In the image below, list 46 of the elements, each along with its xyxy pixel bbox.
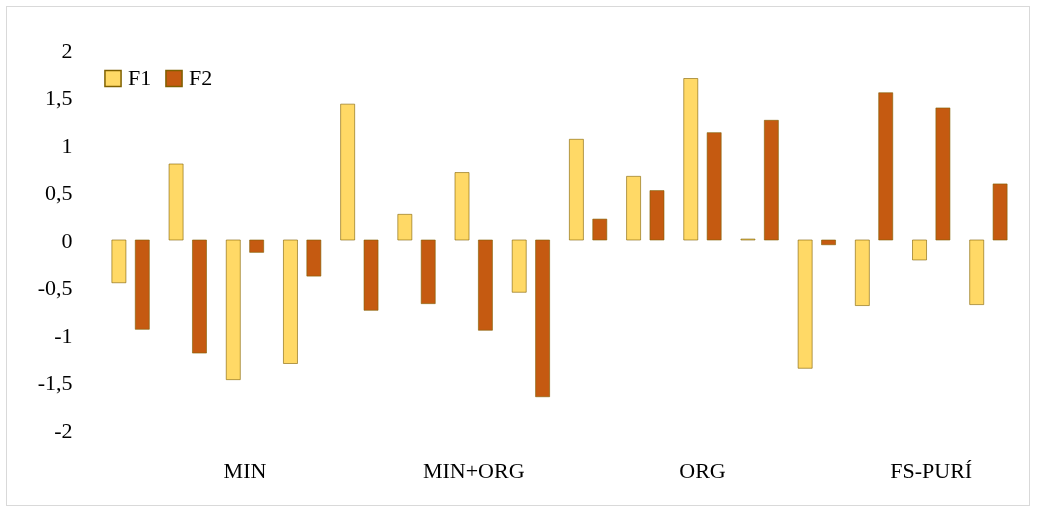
bar [855,239,870,306]
y-tick-label: 0,5 [45,180,73,205]
x-tick-label: MIN [223,457,267,483]
y-tick-label: -2 [54,417,73,443]
bar [969,239,985,305]
x-tick-label: MIN+ORG [422,457,525,483]
legend-label: F2 [189,65,213,91]
bar [878,92,894,241]
y-tick-label: 2 [61,37,73,63]
bar [111,239,127,284]
y-tick-label: 1,5 [45,85,73,110]
bar [764,120,779,241]
y-tick-label: 0 [61,227,73,253]
bar [249,239,264,253]
bar [306,239,322,277]
bar [283,239,298,364]
bar [706,132,722,241]
y-tick-label: -0,5 [37,275,73,300]
legend-label: F1 [128,65,152,91]
bar [821,239,836,246]
bar [569,139,584,241]
x-tick-label: FS-PURÍ [890,457,973,483]
bar [683,78,699,241]
y-tick-label: -1 [54,322,73,348]
bar [168,163,184,241]
bar [192,239,207,354]
bar [420,239,436,304]
bar [535,239,550,398]
bar [797,239,813,369]
y-tick-label: -1,5 [37,370,73,395]
x-tick-label: ORG [679,457,726,483]
bar [992,183,1008,241]
bar [626,176,641,241]
bar [134,239,150,330]
bar [511,239,527,293]
bar [397,214,413,241]
y-tick-label: 1 [61,132,73,158]
bar [649,190,665,241]
bar [935,107,951,241]
bar [225,239,241,380]
bar [912,239,927,261]
bar [478,239,493,331]
bar [363,239,379,311]
bar [340,103,355,241]
bar [592,218,608,241]
bar [454,172,470,241]
